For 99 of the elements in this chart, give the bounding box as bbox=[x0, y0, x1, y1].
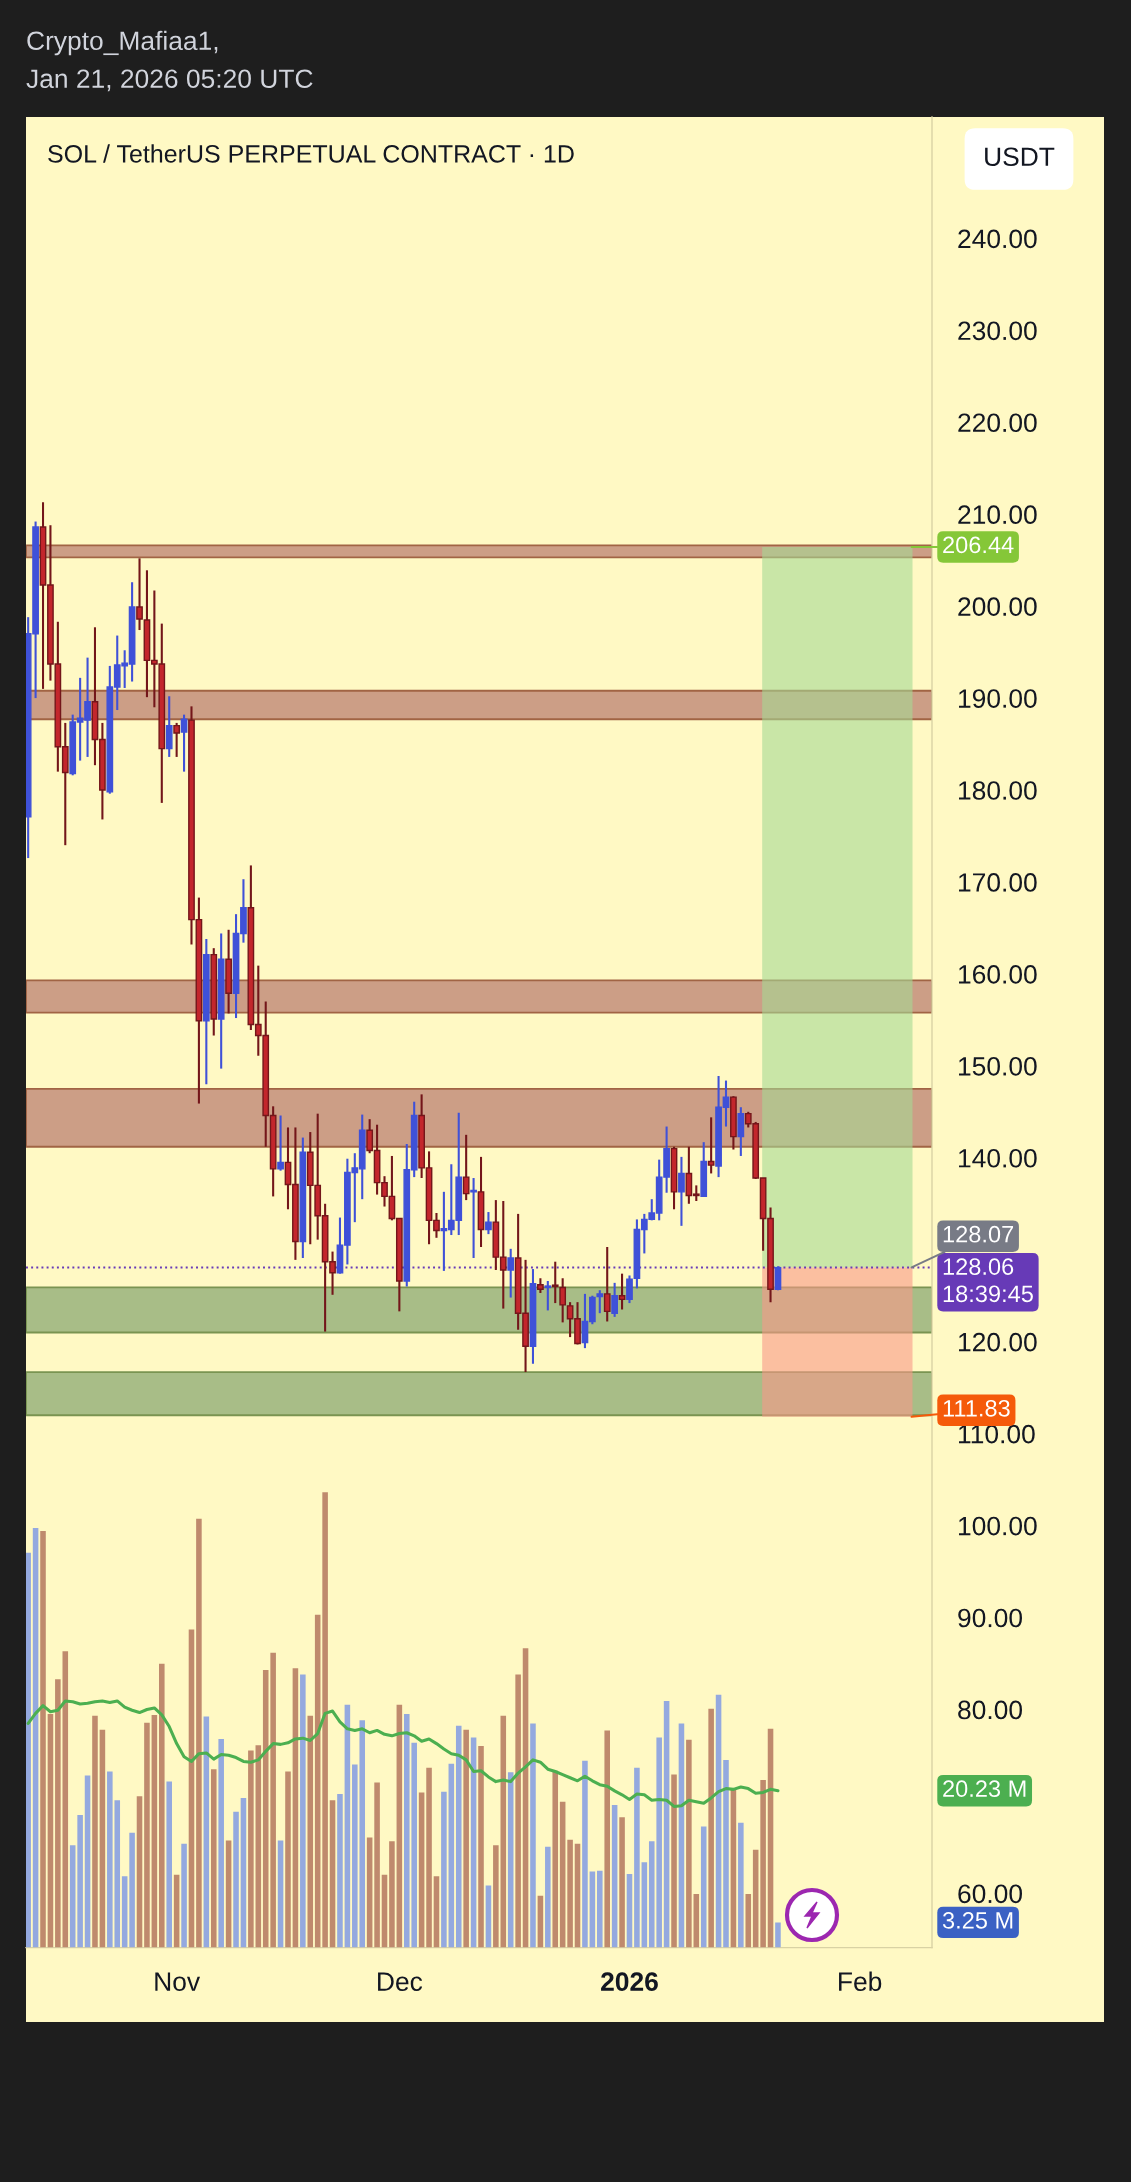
bar bbox=[418, 1792, 425, 1948]
y-tick-label: 220.00 bbox=[958, 413, 1037, 433]
candlestick bbox=[544, 1279, 552, 1312]
candlestick bbox=[277, 1114, 284, 1172]
candlestick bbox=[618, 1272, 626, 1311]
ref-line-label: 128.06 18:39:45 bbox=[943, 1258, 1033, 1303]
bar bbox=[84, 1775, 91, 1948]
bar bbox=[426, 1767, 432, 1948]
candlestick bbox=[603, 1245, 611, 1323]
bar bbox=[530, 1723, 536, 1948]
bar bbox=[129, 1832, 135, 1948]
bar bbox=[745, 1894, 752, 1948]
bar bbox=[738, 1822, 744, 1948]
x-tick-label: Nov bbox=[155, 1972, 201, 1991]
bar bbox=[233, 1811, 239, 1948]
bar bbox=[545, 1846, 551, 1948]
y-tick-label: 110.00 bbox=[959, 1424, 1035, 1444]
bar bbox=[181, 1843, 187, 1948]
candlestick bbox=[485, 1211, 492, 1236]
bar bbox=[26, 1552, 31, 1948]
bar bbox=[285, 1771, 291, 1948]
y-tick-label: 90.00 bbox=[958, 1608, 1022, 1628]
x-tick-label: Feb bbox=[839, 1971, 882, 1991]
bar bbox=[723, 1759, 729, 1948]
bar bbox=[708, 1708, 714, 1948]
bar bbox=[337, 1794, 343, 1948]
candlestick bbox=[165, 695, 173, 758]
y-tick-label: 140.00 bbox=[959, 1148, 1037, 1168]
candlestick bbox=[173, 721, 181, 758]
candlestick bbox=[707, 1116, 715, 1175]
bar bbox=[322, 1492, 328, 1948]
y-tick-label: 150.00 bbox=[959, 1056, 1037, 1076]
text: SOL / TetherUS PERPETUAL CONTRACT · 1D bbox=[48, 144, 574, 163]
bar bbox=[478, 1745, 484, 1948]
candlestick bbox=[462, 1133, 470, 1202]
line-series bbox=[26, 1699, 780, 1808]
bar bbox=[366, 1837, 373, 1948]
bar bbox=[77, 1814, 83, 1948]
y-tick-label: 120.00 bbox=[959, 1332, 1037, 1352]
bar bbox=[671, 1774, 677, 1948]
bar bbox=[441, 1791, 447, 1948]
y-tick-label: 80.00 bbox=[958, 1700, 1022, 1720]
bar bbox=[210, 1769, 217, 1948]
bar bbox=[136, 1796, 143, 1948]
bar bbox=[196, 1518, 202, 1948]
bar bbox=[248, 1750, 254, 1948]
bar bbox=[619, 1817, 625, 1948]
text: Crypto_Mafiaa1, Jan 21, 2026 05:20 UTC bbox=[26, 30, 313, 92]
y-tick-label: 190.00 bbox=[959, 689, 1037, 708]
bar bbox=[159, 1663, 165, 1948]
bar bbox=[760, 1780, 766, 1948]
y2-tick-label: 3.25 M bbox=[942, 1912, 1013, 1929]
candlestick bbox=[678, 1155, 685, 1227]
candlestick bbox=[737, 1106, 745, 1157]
y-tick-label: 60.00 bbox=[958, 1884, 1022, 1904]
bar bbox=[329, 1800, 336, 1948]
y-tick-label: 170.00 bbox=[959, 873, 1037, 892]
bar bbox=[582, 1760, 588, 1948]
bar bbox=[300, 1674, 306, 1948]
bar bbox=[166, 1781, 172, 1948]
candlestick bbox=[507, 1247, 515, 1299]
y2-tick-label: 20.23 M bbox=[943, 1780, 1026, 1798]
bar bbox=[47, 1714, 54, 1948]
bar bbox=[686, 1739, 692, 1948]
bar bbox=[463, 1729, 469, 1948]
y-tick-label: 100.00 bbox=[959, 1516, 1037, 1536]
x-tick-label: 2026 bbox=[601, 1972, 658, 1991]
bar bbox=[455, 1725, 462, 1948]
y-tick-label: 160.00 bbox=[959, 965, 1037, 984]
bar bbox=[92, 1715, 98, 1948]
y-tick-label: 180.00 bbox=[959, 781, 1037, 800]
bar bbox=[775, 1922, 781, 1948]
y-axis-title: USDT bbox=[985, 147, 1055, 167]
candlestick bbox=[551, 1260, 559, 1305]
bar bbox=[515, 1674, 521, 1948]
bar bbox=[144, 1722, 150, 1948]
bar bbox=[374, 1782, 380, 1948]
y-tick-label: 230.00 bbox=[958, 321, 1037, 341]
x-tick-label: Dec bbox=[378, 1972, 423, 1991]
y-tick-label: 210.00 bbox=[958, 505, 1037, 525]
bar bbox=[634, 1767, 640, 1948]
annotation: 111.83 bbox=[943, 1399, 1010, 1417]
bar bbox=[151, 1714, 158, 1948]
candlestick bbox=[596, 1289, 604, 1315]
bar bbox=[700, 1826, 707, 1948]
y-tick-label: 200.00 bbox=[958, 597, 1037, 616]
bar bbox=[218, 1738, 224, 1948]
y-tick-label: 240.00 bbox=[958, 229, 1037, 249]
bar bbox=[307, 1715, 314, 1948]
bar bbox=[389, 1841, 395, 1948]
annotation: 128.07 bbox=[943, 1225, 1014, 1243]
candlestick bbox=[611, 1281, 619, 1318]
bar bbox=[552, 1770, 559, 1948]
bar bbox=[567, 1839, 573, 1948]
bar bbox=[40, 1531, 46, 1948]
candlestick bbox=[470, 1176, 477, 1260]
bar bbox=[604, 1730, 610, 1948]
annotation: 206.44 bbox=[943, 536, 1014, 554]
bar bbox=[597, 1870, 603, 1948]
